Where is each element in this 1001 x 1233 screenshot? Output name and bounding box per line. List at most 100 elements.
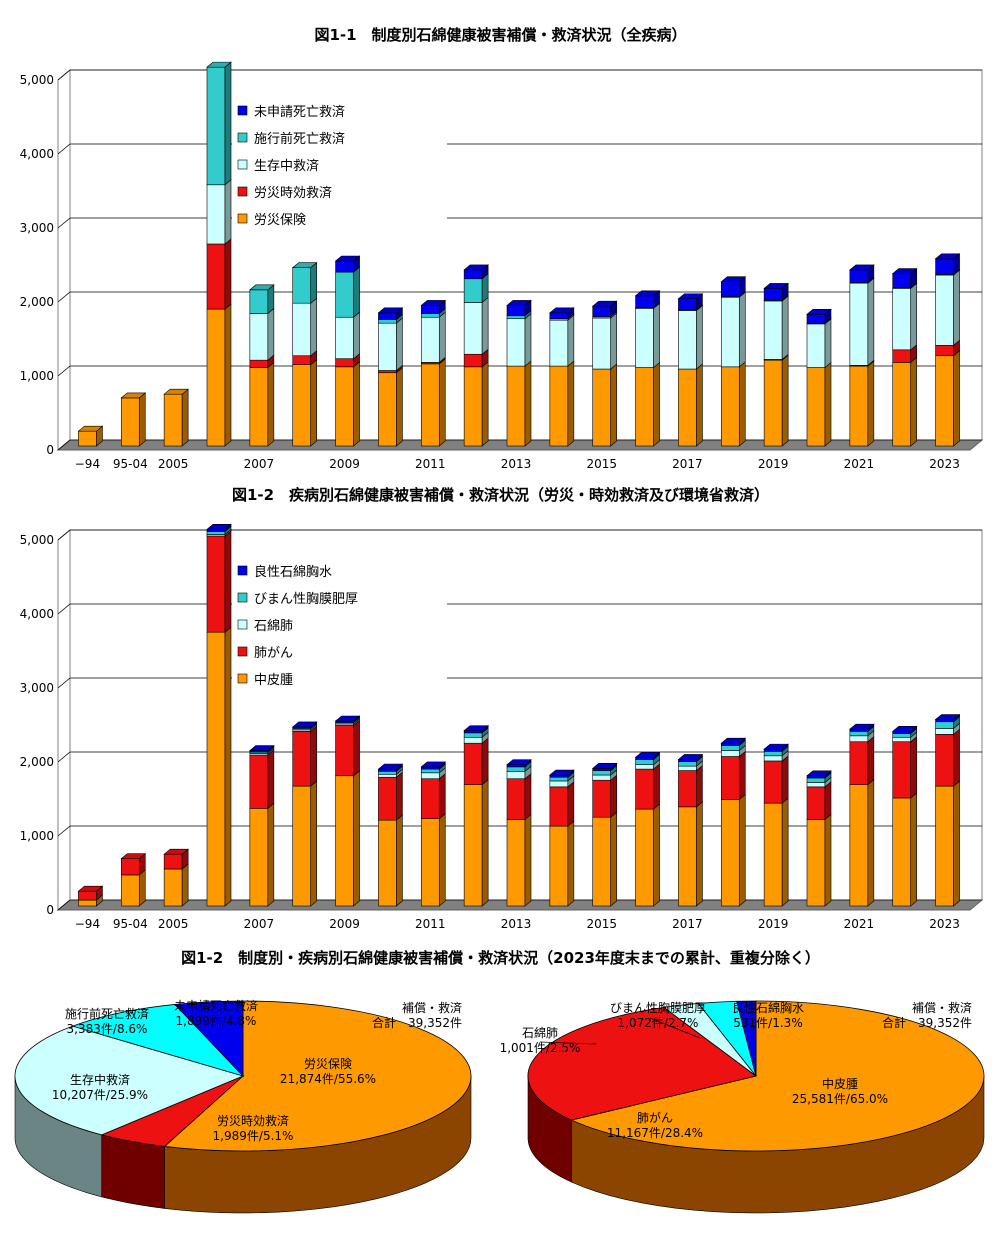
chart1-bar-労災保険: [849, 365, 869, 447]
chart1-bar-労災保険: [463, 366, 483, 447]
chart2-title: 図1-2 疾病別石綿健康被害補償・救済状況（労災・時効救済及び環境省救済）: [231, 486, 770, 504]
chart1-bar-労災保険: [549, 365, 569, 447]
chart1-bar-未申請死亡救済: [849, 269, 869, 283]
chart1-bar-労災保険: [806, 367, 826, 447]
chart2-bar-びまん性胸膜肥厚: [592, 770, 612, 776]
chart2-bar-中皮腫: [249, 808, 269, 907]
chart1-bar-未申請死亡救済: [678, 298, 697, 311]
chart1-bar-労災時効救済: [249, 359, 269, 368]
chart1-bar-労災保険: [678, 368, 697, 447]
chart2-bar-良性石綿胸水: [463, 730, 483, 734]
chart2-bar-中皮腫: [506, 819, 526, 907]
chart2-bar-石綿肺: [849, 735, 869, 743]
chart2-bar-肺がん: [206, 535, 226, 633]
chart1-bar-労災保険: [935, 355, 954, 447]
chart1-y-tick-label: 1,000: [20, 369, 54, 383]
chart2-bar-中皮腫: [420, 818, 440, 907]
chart2-x-tick-label: 2023: [929, 917, 960, 930]
chart1-bar-未申請死亡救済: [935, 258, 954, 275]
chart2-bar-良性石綿胸水: [892, 731, 912, 734]
chart1-bar-労災保険: [78, 430, 97, 447]
chart1-bar-労災保険: [720, 366, 740, 447]
chart1-bar-生存中救済: [806, 323, 826, 368]
chart1-bar-生存中救済: [292, 302, 312, 357]
chart2-bar-肺がん: [378, 776, 397, 821]
chart1-bar-施行前死亡救済: [506, 315, 526, 320]
chart1-x-tick-label: 2019: [758, 457, 789, 470]
chart2-bar-中皮腫: [678, 806, 697, 907]
pie1-slice-name: 施行前死亡救済: [65, 1006, 149, 1021]
chart2-y-tick-label: 2,000: [20, 755, 54, 769]
chart1-x-tick-label: 2017: [672, 457, 703, 470]
pie1-slice-value: 21,874件/55.6%: [280, 1072, 376, 1086]
pie2-slice-value: 1,072件/2.7%: [618, 1016, 699, 1030]
chart2-bar-肺がん: [335, 725, 354, 777]
chart2-bar-中皮腫: [292, 785, 312, 907]
chart2-bar-びまん性胸膜肥厚: [635, 759, 654, 765]
chart1-bar-労災保険: [249, 367, 269, 447]
chart2-bar-中皮腫: [720, 799, 740, 907]
chart2-bar-中皮腫: [549, 825, 569, 907]
chart2-bar-肺がん: [463, 742, 483, 785]
chart2-legend-label: 中皮腫: [254, 672, 293, 688]
chart2-bar-肺がん: [592, 779, 612, 818]
chart1-bar-生存中救済: [463, 302, 483, 355]
pie2-slice-name: びまん性胸膜肥厚: [610, 1000, 706, 1015]
chart2-bar-良性石綿胸水: [592, 768, 612, 771]
chart1-bar-生存中救済: [720, 296, 740, 368]
pie1-slice-value: 3,383件/8.6%: [67, 1022, 148, 1036]
chart2-bar-良性石綿胸水: [806, 775, 826, 779]
chart1-bar-未申請死亡救済: [892, 273, 912, 288]
chart2-bar-びまん性胸膜肥厚: [892, 733, 912, 738]
chart1-bar-施行前死亡救済: [335, 271, 354, 318]
pie2-slice-name: 肺がん: [637, 1110, 673, 1125]
chart1-bar-労災保険: [592, 368, 612, 447]
chart2-bar-良性石綿胸水: [635, 756, 654, 760]
chart2-bar-肺がん: [806, 786, 826, 820]
chart2-bar-良性石綿胸水: [506, 764, 526, 768]
chart2-bar-石綿肺: [635, 764, 654, 770]
chart2-bar-中皮腫: [463, 784, 483, 907]
pie2-slice-value: 1,001件/2.5%: [500, 1041, 580, 1055]
chart1-y-tick-label: 2,000: [20, 295, 54, 309]
chart2-bar-肺がん: [120, 858, 140, 876]
pie2-slice-value: 25,581件/65.0%: [792, 1092, 888, 1106]
chart2-legend-swatch: [237, 673, 248, 684]
chart1-bar-労災時効救済: [292, 355, 312, 365]
chart1-legend-swatch: [237, 105, 248, 116]
chart2-bar-肺がん: [292, 731, 312, 787]
chart2-legend-label: びまん性胸膜肥厚: [254, 592, 358, 607]
chart1-bar-施行前死亡救済: [249, 289, 269, 314]
chart2-bar-中皮腫: [206, 631, 226, 907]
chart2-bar-良性石綿胸水: [935, 719, 954, 723]
chart1-bar-労災時効救済: [206, 243, 226, 310]
chart2-x-tick-label: 2007: [244, 917, 275, 930]
chart1-x-tick-label: 2005: [158, 457, 189, 470]
pie1-slice-name: 労災保険: [304, 1057, 352, 1071]
chart1-bar-労災保険: [335, 366, 354, 447]
chart1-bar-労災保険: [763, 359, 783, 447]
chart1-bar-生存中救済: [892, 288, 912, 351]
chart1-bar-施行前死亡救済: [206, 66, 226, 186]
chart1-x-tick-label: 2007: [244, 457, 275, 470]
chart2-y-tick-label: 5,000: [20, 533, 54, 547]
pie1-total-value: 合計 39,352件: [372, 1015, 462, 1030]
chart1-bar-未申請死亡救済: [506, 305, 526, 317]
chart2-bar-肺がん: [935, 734, 954, 787]
chart1-bar-労災保険: [292, 364, 312, 447]
chart1-x-tick-label: 2013: [501, 457, 532, 470]
chart2-bar-石綿肺: [806, 782, 826, 788]
chart2-y-tick-label: 3,000: [20, 681, 54, 695]
pie2-slice-value: 531件/1.3%: [733, 1016, 802, 1030]
chart2-y-tick-label: 0: [46, 903, 54, 917]
chart3-title: 図1-2 制度別・疾病別石綿健康被害補償・救済状況（2023年度末までの累計、重…: [181, 949, 820, 967]
chart1-bar-chart: 0 1,000 2,000 3,000 4,000 5,000 −94 95-04 2005 20…: [20, 61, 984, 470]
chart1-bar-未申請死亡救済: [592, 305, 612, 317]
pie2-slice-良性石綿胸水: [736, 1000, 757, 1077]
chart1-bar-未申請死亡救済: [335, 260, 354, 273]
chart2-x-tick-label: −94: [75, 917, 100, 930]
chart2-y-tick-label: 4,000: [20, 607, 54, 621]
chart1-bar-労災保険: [892, 362, 912, 447]
chart1-bar-労災保険: [163, 393, 183, 447]
chart2-bar-中皮腫: [635, 808, 654, 907]
